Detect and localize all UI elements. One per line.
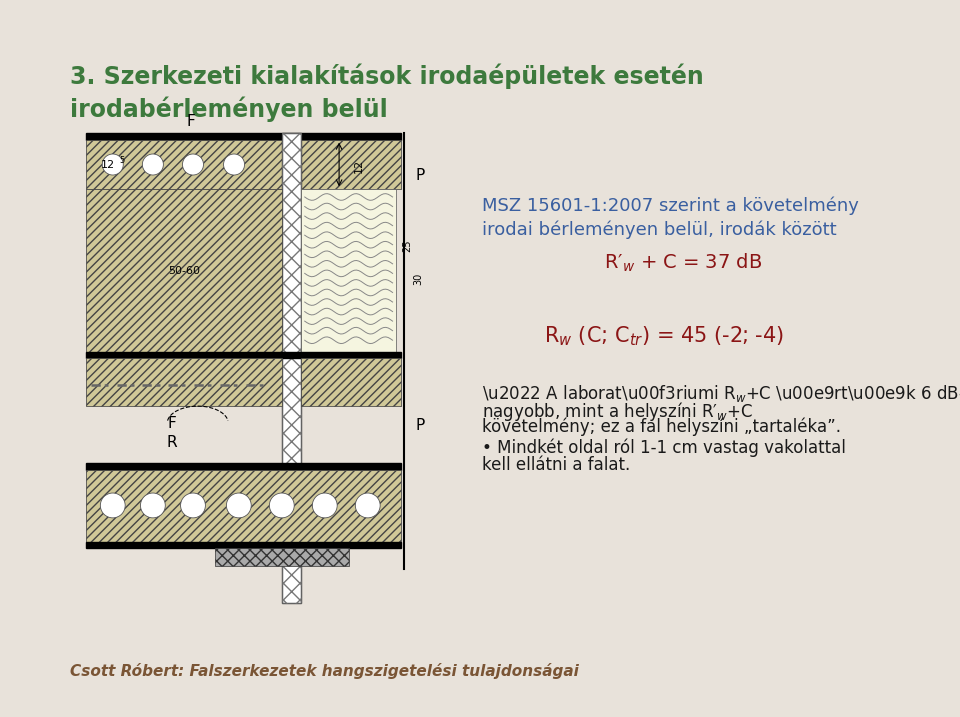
- Text: kell ellátni a falat.: kell ellátni a falat.: [482, 456, 631, 474]
- Text: 25: 25: [402, 240, 412, 252]
- Text: irodabérleményen belül: irodabérleményen belül: [70, 97, 388, 122]
- Bar: [86, 470, 401, 542]
- Text: 50-60: 50-60: [168, 265, 200, 275]
- Circle shape: [182, 154, 204, 175]
- Bar: [86, 542, 401, 549]
- Bar: [282, 133, 300, 603]
- Circle shape: [101, 493, 125, 518]
- Text: 5: 5: [119, 156, 125, 165]
- Bar: [282, 133, 300, 603]
- Text: F: F: [168, 416, 177, 431]
- Bar: [86, 133, 401, 140]
- Text: P: P: [416, 168, 424, 184]
- Bar: [86, 358, 282, 406]
- Bar: [86, 352, 401, 358]
- Text: R$_w$ (C; C$_{tr}$) = 45 (-2; -4): R$_w$ (C; C$_{tr}$) = 45 (-2; -4): [543, 324, 783, 348]
- Circle shape: [103, 154, 123, 175]
- Bar: [86, 463, 401, 470]
- Text: 30: 30: [414, 272, 423, 285]
- Circle shape: [224, 154, 245, 175]
- Bar: [86, 140, 282, 189]
- Bar: [300, 140, 401, 189]
- Text: 12: 12: [101, 161, 114, 171]
- Text: MSZ 15601-1:2007 szerint a követelmény: MSZ 15601-1:2007 szerint a követelmény: [482, 197, 859, 216]
- Text: Csott Róbert: Falszerkezetek hangszigetelési tulajdonságai: Csott Róbert: Falszerkezetek hangszigete…: [70, 663, 579, 679]
- Text: R: R: [167, 435, 178, 450]
- Circle shape: [227, 493, 252, 518]
- Bar: [215, 549, 348, 566]
- Bar: [86, 189, 282, 352]
- Text: F: F: [186, 114, 196, 129]
- Circle shape: [355, 493, 380, 518]
- Bar: [300, 189, 396, 352]
- Text: 12: 12: [353, 158, 364, 173]
- Text: P: P: [416, 417, 424, 432]
- Circle shape: [142, 154, 163, 175]
- Text: irodai bérleményen belül, irodák között: irodai bérleményen belül, irodák között: [482, 221, 837, 239]
- Text: követelmény; ez a fal helyszíni „tartaléka”.: követelmény; ez a fal helyszíni „tartalé…: [482, 417, 841, 436]
- Bar: [300, 358, 401, 406]
- Text: R′$_w$ + C = 37 dB: R′$_w$ + C = 37 dB: [604, 252, 762, 274]
- Text: • Mindkét oldal ról 1-1 cm vastag vakolattal: • Mindkét oldal ról 1-1 cm vastag vakola…: [482, 439, 846, 457]
- Circle shape: [180, 493, 205, 518]
- Text: \u2022 A laborat\u00f3riumi R$_w$+C \u00e9rt\u00e9k 6 dB-lel: \u2022 A laborat\u00f3riumi R$_w$+C \u00…: [482, 383, 960, 404]
- Circle shape: [312, 493, 337, 518]
- Circle shape: [140, 493, 165, 518]
- Text: 3. Szerkezeti kialakítások irodaépületek esetén: 3. Szerkezeti kialakítások irodaépületek…: [70, 63, 704, 89]
- Circle shape: [270, 493, 294, 518]
- Text: nagyobb, mint a helyszíni R′$_w$+C: nagyobb, mint a helyszíni R′$_w$+C: [482, 400, 754, 424]
